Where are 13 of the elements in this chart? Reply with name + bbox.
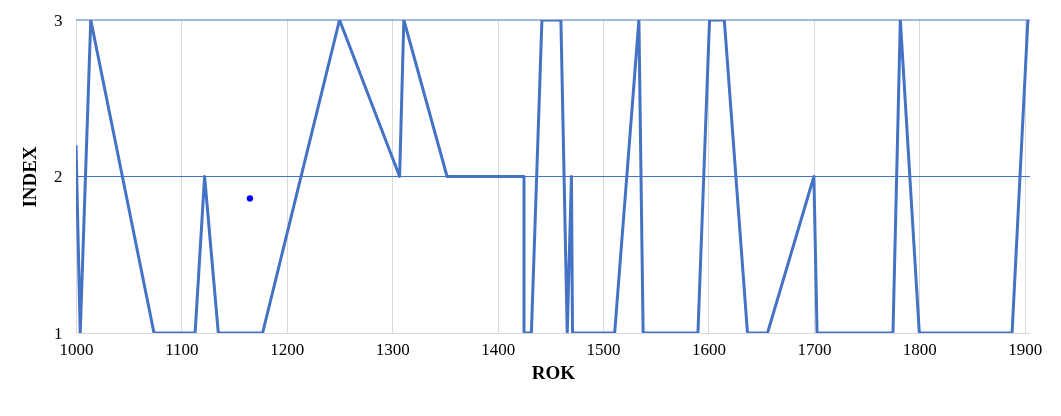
x-tick-label: 1600 (691, 339, 726, 359)
y-tick-label: 2 (54, 167, 63, 186)
y-axis-title: INDEX (19, 146, 40, 208)
x-tick-label: 1300 (375, 339, 410, 359)
x-tick-label: 1500 (586, 339, 621, 359)
x-axis-title: ROK (531, 361, 576, 383)
x-tick-label: 1400 (481, 339, 516, 359)
y-tick-label: 3 (54, 10, 63, 30)
x-tick-label: 1200 (270, 339, 305, 359)
x-tick-label: 1900 (1008, 339, 1043, 359)
x-tick-label: 1800 (902, 339, 937, 359)
x-tick-label: 1100 (165, 339, 199, 359)
x-tick-label: 1700 (797, 339, 832, 359)
